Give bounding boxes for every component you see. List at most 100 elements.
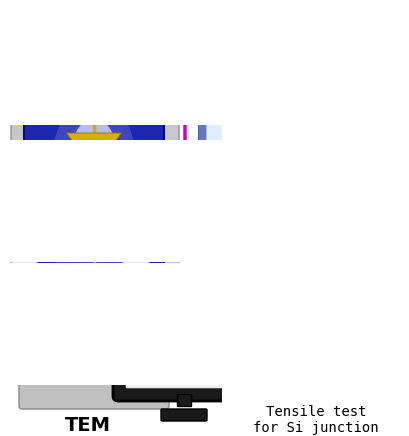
Point xyxy=(230,120,237,127)
Point xyxy=(253,76,259,83)
Point xyxy=(404,141,409,148)
Point xyxy=(379,221,386,228)
Point xyxy=(344,67,351,74)
Point xyxy=(346,140,353,147)
Point xyxy=(262,174,269,181)
Point xyxy=(397,300,404,307)
Point xyxy=(348,40,355,47)
Point xyxy=(246,284,252,291)
Point xyxy=(315,93,321,100)
Point xyxy=(234,20,240,27)
Point xyxy=(310,281,317,288)
Point xyxy=(223,277,229,284)
Point xyxy=(248,40,255,47)
Point xyxy=(326,111,332,118)
Point xyxy=(234,140,240,147)
Point xyxy=(380,111,387,118)
Point xyxy=(258,24,264,31)
Point xyxy=(268,266,275,272)
Point xyxy=(276,112,283,119)
Point xyxy=(399,195,405,202)
Point xyxy=(222,73,228,80)
Point xyxy=(266,283,273,290)
Point xyxy=(346,217,352,224)
Point xyxy=(222,118,228,125)
Point xyxy=(317,266,323,273)
Point xyxy=(293,341,300,348)
Point xyxy=(337,57,344,64)
Point xyxy=(327,210,333,217)
Point xyxy=(292,91,299,98)
Point xyxy=(276,251,283,258)
Point xyxy=(369,72,375,79)
Point xyxy=(373,158,379,165)
Point xyxy=(285,117,292,124)
Point xyxy=(240,193,247,200)
Point xyxy=(373,8,380,15)
Point xyxy=(307,191,313,198)
Point xyxy=(229,380,236,387)
Point xyxy=(380,364,387,371)
Point xyxy=(380,107,387,114)
Point xyxy=(314,329,321,336)
Point xyxy=(319,349,326,356)
Point xyxy=(272,4,278,11)
Point xyxy=(356,241,362,248)
Point xyxy=(231,108,238,115)
Point xyxy=(275,3,282,10)
Point xyxy=(387,248,393,255)
Point xyxy=(294,265,300,272)
Point xyxy=(275,22,282,29)
Point xyxy=(274,51,281,58)
Point xyxy=(258,206,265,213)
Point xyxy=(234,364,240,371)
Point xyxy=(330,330,337,337)
Point xyxy=(383,146,390,153)
Point xyxy=(269,159,275,166)
Point xyxy=(274,343,281,350)
Point xyxy=(319,137,326,144)
Point xyxy=(403,70,409,77)
Point xyxy=(392,151,399,158)
Point xyxy=(335,174,342,181)
Point xyxy=(402,351,409,358)
Point xyxy=(266,10,273,17)
Point xyxy=(270,166,276,173)
Point xyxy=(388,75,394,82)
Point xyxy=(281,65,288,72)
Point xyxy=(294,153,300,160)
Point xyxy=(294,284,300,291)
Point xyxy=(308,314,314,321)
Point xyxy=(341,30,348,37)
Point xyxy=(226,207,233,214)
Point xyxy=(277,159,284,166)
Point xyxy=(259,54,266,61)
Point xyxy=(285,330,291,337)
Point xyxy=(400,26,406,33)
Point xyxy=(405,313,409,320)
Point xyxy=(225,319,231,326)
Point xyxy=(244,313,251,320)
Point xyxy=(328,214,334,221)
Point xyxy=(273,164,279,171)
Point xyxy=(333,325,339,332)
Point xyxy=(281,108,287,115)
Point xyxy=(318,265,325,272)
Point xyxy=(329,283,336,290)
Point xyxy=(234,312,241,319)
Point xyxy=(349,57,356,64)
Point xyxy=(377,373,384,380)
Point xyxy=(394,264,401,271)
Point xyxy=(370,243,376,250)
Point xyxy=(371,26,378,33)
Point xyxy=(284,242,291,249)
Point xyxy=(371,348,377,355)
Point xyxy=(336,358,342,365)
Point xyxy=(221,239,228,246)
Point xyxy=(275,286,281,293)
Point xyxy=(230,42,237,49)
Point xyxy=(284,243,291,250)
Point xyxy=(235,48,241,54)
Circle shape xyxy=(324,41,358,75)
Point xyxy=(400,339,407,346)
